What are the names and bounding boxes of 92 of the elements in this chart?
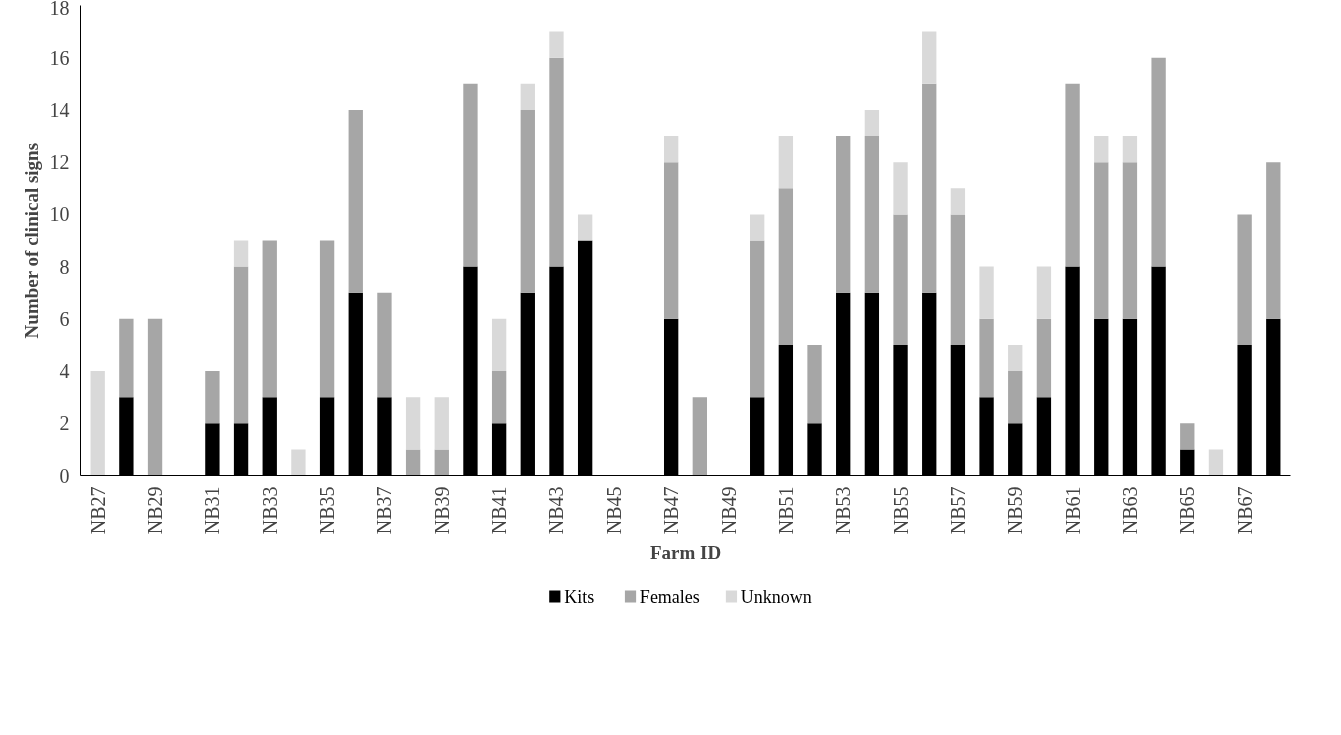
bar: [664, 162, 679, 319]
bar: [405, 397, 421, 450]
bar: [836, 136, 851, 293]
bar: [1065, 83, 1080, 267]
bar: [549, 31, 564, 58]
bar: [750, 214, 765, 241]
bar: [1266, 162, 1281, 319]
bar: [577, 214, 593, 241]
y-tick-label: 18: [49, 0, 70, 19]
x-tick-label: NB53: [832, 486, 855, 535]
x-tick-label: NB47: [660, 486, 683, 535]
x-tick-label: NB49: [717, 486, 740, 535]
bar: [1122, 162, 1138, 319]
x-axis-title: Farm ID: [649, 542, 722, 564]
y-tick-label: 4: [59, 360, 70, 383]
x-tick-label: NB43: [545, 486, 568, 535]
x-tick-label: NB31: [201, 486, 224, 535]
bar: [1094, 136, 1109, 163]
bar: [348, 109, 363, 293]
bar: [233, 240, 249, 267]
bar: [1008, 344, 1023, 372]
bar: [864, 136, 880, 293]
bar: [1008, 371, 1023, 424]
bar: [692, 397, 707, 476]
x-tick-label: NB39: [430, 486, 453, 535]
bar: [1122, 136, 1138, 163]
x-tick-label: NB63: [1118, 486, 1141, 535]
bar: [950, 188, 966, 215]
legend-label: Unknown: [740, 586, 812, 607]
bar: [147, 318, 163, 476]
bar: [233, 266, 249, 424]
x-tick-label: NB61: [1061, 486, 1084, 535]
x-tick-label: NB27: [86, 486, 109, 535]
bar: [979, 318, 994, 398]
bar: [1208, 449, 1224, 476]
bar: [1180, 423, 1195, 450]
bar: [1094, 162, 1109, 319]
x-tick-label: NB35: [316, 486, 339, 535]
bar: [893, 162, 908, 215]
y-tick-label: 0: [59, 464, 70, 487]
bar: [1036, 266, 1052, 319]
bar: [291, 449, 306, 476]
legend-label: Kits: [564, 586, 595, 607]
bar: [950, 214, 966, 345]
bar: [1151, 57, 1166, 267]
x-tick-label: NB55: [889, 486, 912, 535]
bar: [491, 371, 507, 424]
bar: [778, 136, 794, 189]
x-tick-label: NB51: [774, 486, 797, 535]
bar: [922, 83, 937, 293]
bar: [1036, 318, 1052, 398]
bar: [463, 83, 478, 267]
x-tick-label: NB29: [144, 486, 167, 535]
bar: [807, 344, 822, 424]
bar: [434, 449, 449, 476]
bar: [922, 31, 937, 84]
bar: [750, 240, 765, 398]
y-tick-label: 6: [59, 307, 70, 330]
bar: [664, 136, 679, 163]
bar: [90, 371, 105, 476]
bar: [377, 292, 392, 398]
bar: [434, 397, 449, 450]
y-tick-label: 16: [49, 46, 70, 69]
y-tick-label: 14: [49, 98, 70, 121]
bar: [778, 188, 794, 345]
bar: [405, 449, 421, 476]
x-tick-label: NB37: [373, 486, 396, 535]
bar: [979, 266, 994, 319]
bar: [549, 57, 564, 267]
x-tick-label: NB33: [258, 486, 281, 535]
y-tick-label: 2: [59, 412, 70, 435]
y-axis-title: Number of clinical signs: [20, 142, 42, 339]
bar: [1237, 214, 1252, 345]
x-tick-label: NB65: [1176, 486, 1199, 535]
x-tick-label: NB45: [602, 486, 625, 535]
bar: [119, 318, 134, 398]
bar: [491, 318, 507, 372]
x-tick-label: NB59: [1004, 486, 1027, 535]
bar: [319, 240, 335, 398]
x-tick-label: NB67: [1233, 486, 1256, 535]
legend-label: Females: [639, 586, 700, 607]
bar: [520, 109, 535, 293]
y-tick-label: 12: [49, 151, 70, 174]
y-tick-label: 8: [59, 255, 70, 278]
bar: [893, 214, 908, 345]
bar: [205, 371, 220, 424]
x-tick-label: NB57: [946, 486, 969, 535]
bar: [864, 109, 880, 137]
x-tick-label: NB41: [488, 486, 511, 535]
bar: [262, 240, 277, 398]
bar: [520, 83, 535, 110]
y-tick-label: 10: [49, 203, 70, 226]
